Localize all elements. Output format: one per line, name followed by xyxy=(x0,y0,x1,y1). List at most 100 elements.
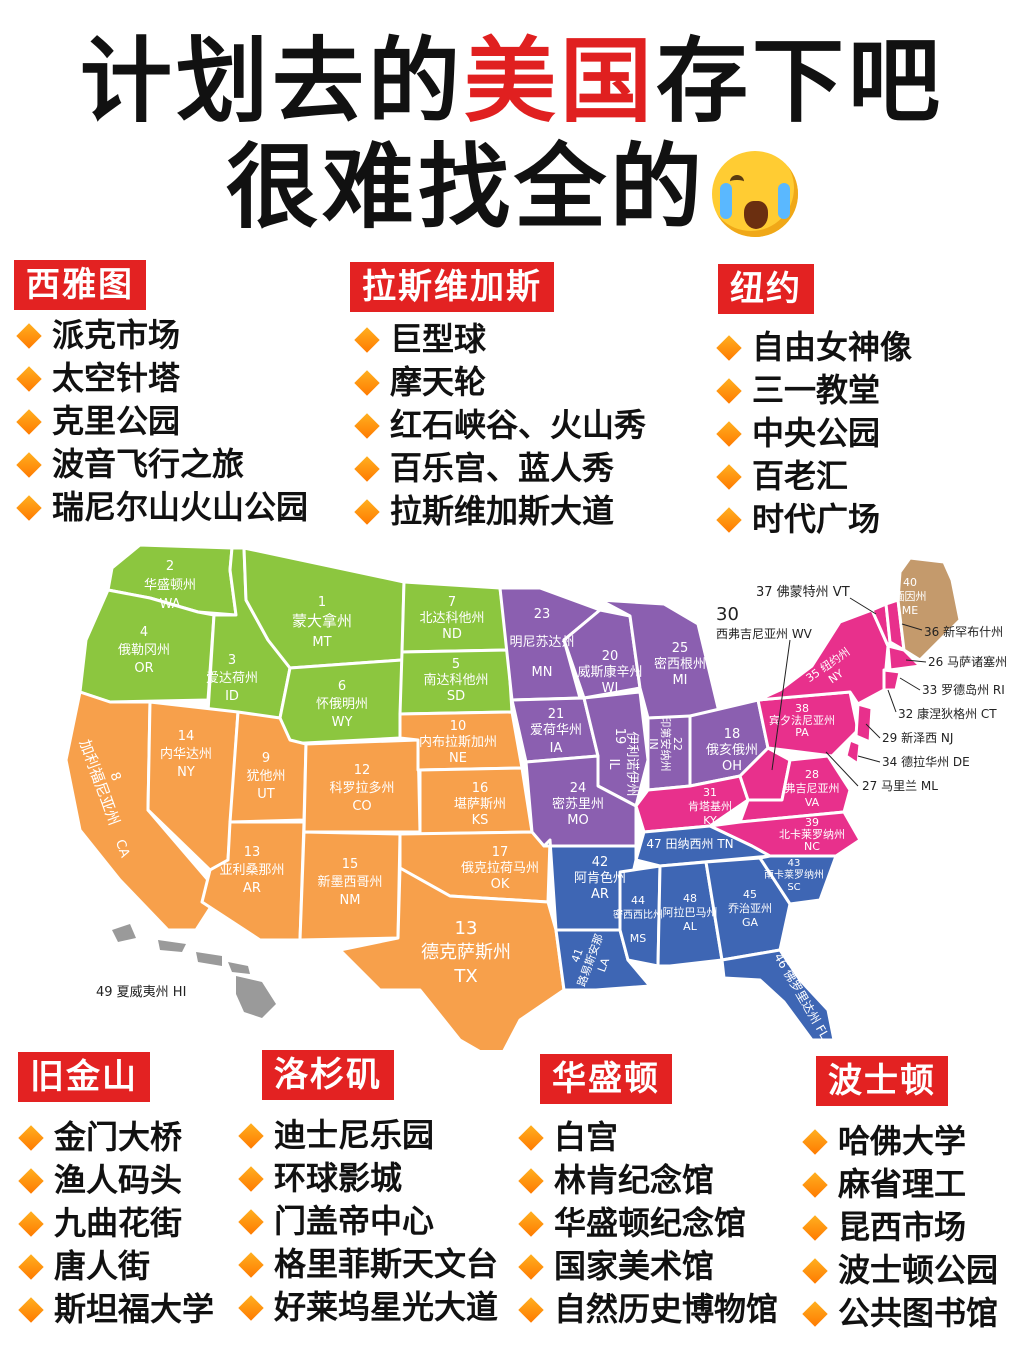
losangeles-badge: 洛杉矶 xyxy=(262,1050,394,1100)
label-abbr: CO xyxy=(352,799,371,814)
label-num: 23 xyxy=(534,607,551,622)
label-abbr: IA xyxy=(550,741,563,756)
label-num: 1 xyxy=(318,595,326,610)
diamond-bullet-icon xyxy=(354,326,380,353)
label-name: 内布拉斯加州 xyxy=(419,734,497,750)
state-ne xyxy=(398,710,524,772)
diamond-bullet-icon xyxy=(802,1257,828,1284)
state-tx xyxy=(338,866,566,1050)
state-me xyxy=(896,556,962,662)
label-num: 7 xyxy=(448,595,456,610)
list-item: 格里菲斯天文台 xyxy=(236,1243,498,1286)
label-abbr: ND xyxy=(442,627,462,642)
state-ga xyxy=(704,856,792,962)
label-abbr: PA xyxy=(795,726,809,739)
label-abbr: MO xyxy=(567,813,588,828)
diamond-bullet-icon xyxy=(716,506,742,533)
diamond-bullet-icon xyxy=(518,1253,544,1280)
label-abbr: UT xyxy=(257,787,275,802)
label-name: 肯塔基州 xyxy=(688,800,732,813)
diamond-bullet-icon xyxy=(238,1208,264,1235)
label-abbr: OR xyxy=(134,661,153,676)
label-num: 21 xyxy=(548,707,565,722)
state-sc xyxy=(758,854,838,906)
callout-hi: 49 夏威夷州 HI xyxy=(96,984,186,1000)
label-abbr: OK xyxy=(491,877,510,892)
list-item: 金门大桥 xyxy=(16,1116,214,1159)
hawaii-islands xyxy=(112,924,276,1018)
callout-wv: 西弗吉尼亚州 WV xyxy=(716,627,813,641)
list-item: 克里公园 xyxy=(14,400,308,443)
callout-nj: 29 新泽西 NJ xyxy=(882,730,953,745)
label-num: 20 xyxy=(602,649,619,664)
diamond-bullet-icon xyxy=(18,1296,44,1323)
label-num: 16 xyxy=(472,781,489,796)
state-de xyxy=(844,738,862,766)
state-nj xyxy=(854,702,874,744)
state-ma xyxy=(886,644,922,672)
callout-ri: 33 罗德岛州 RI xyxy=(922,682,1005,697)
list-item: 迪士尼乐园 xyxy=(236,1114,498,1157)
label-name: 德克萨斯州 xyxy=(421,942,511,963)
title-part-3: 存下吧 xyxy=(656,28,945,135)
diamond-bullet-icon xyxy=(238,1165,264,1192)
diamond-bullet-icon xyxy=(238,1122,264,1149)
label-num: 9 xyxy=(262,751,270,766)
label-name: 明尼苏达州 xyxy=(509,634,574,650)
diamond-bullet-icon xyxy=(716,334,742,361)
label-abbr: MS xyxy=(630,932,646,945)
callout-vt: 37 佛蒙特州 VT xyxy=(756,585,850,600)
label-abbr: NM xyxy=(340,893,361,908)
label-abbr: OH xyxy=(722,759,742,774)
label-num: 22 xyxy=(671,737,684,751)
label-abbr: AL xyxy=(683,920,698,933)
sanfrancisco-badge: 旧金山 xyxy=(18,1052,150,1102)
callout-de: 34 德拉华州 DE xyxy=(882,754,970,769)
losangeles-list: 迪士尼乐园 环球影城 门盖帝中心 格里菲斯天文台 好莱坞星光大道 xyxy=(236,1114,498,1329)
list-item: 好莱坞星光大道 xyxy=(236,1286,498,1329)
label-num: 12 xyxy=(354,763,371,778)
callout-ct: 32 康涅狄格州 CT xyxy=(898,706,997,721)
list-item: 林肯纪念馆 xyxy=(516,1159,778,1202)
label-num: 45 xyxy=(743,888,757,901)
label-name: 新墨西哥州 xyxy=(317,874,382,890)
label-abbr: FL xyxy=(813,1023,832,1042)
diamond-bullet-icon xyxy=(802,1214,828,1241)
label-abbr: NY xyxy=(177,765,195,780)
list-item: 瑞尼尔山火山公园 xyxy=(14,486,308,529)
label-abbr: KS xyxy=(472,813,489,828)
label-abbr: MI xyxy=(672,673,687,688)
page-title-line2: 很难找全的 xyxy=(0,138,1024,238)
label-num: 17 xyxy=(492,845,509,860)
label-name: 密苏里州 xyxy=(552,796,604,812)
label-num: 19 xyxy=(612,728,627,745)
list-item: 中央公园 xyxy=(714,412,912,455)
label-name: 犹他州 xyxy=(246,769,285,784)
callout-wv-num: 30 xyxy=(716,604,739,625)
label-num: 6 xyxy=(338,679,346,694)
label-abbr: IN xyxy=(647,738,660,749)
list-item: 唐人街 xyxy=(16,1245,214,1288)
label-num: 25 xyxy=(672,641,689,656)
diamond-bullet-icon xyxy=(16,451,42,478)
diamond-bullet-icon xyxy=(16,365,42,392)
diamond-bullet-icon xyxy=(18,1167,44,1194)
label-abbr: NC xyxy=(804,840,820,853)
diamond-bullet-icon xyxy=(716,463,742,490)
diamond-bullet-icon xyxy=(18,1124,44,1151)
diamond-bullet-icon xyxy=(716,420,742,447)
callout-nh: 36 新罕布什州 xyxy=(924,624,1003,639)
diamond-bullet-icon xyxy=(238,1251,264,1278)
label-num: 31 xyxy=(703,786,717,799)
label-name: 密西根州 xyxy=(654,656,706,672)
seattle-list: 派克市场 太空针塔 克里公园 波音飞行之旅 瑞尼尔山火山公园 xyxy=(14,314,308,529)
label-num: 2 xyxy=(166,559,174,574)
state-ct xyxy=(882,668,902,692)
list-item: 门盖帝中心 xyxy=(236,1200,498,1243)
label-name: 怀俄明州 xyxy=(316,697,368,712)
seattle-badge: 西雅图 xyxy=(14,260,146,310)
list-item: 摩天轮 xyxy=(352,361,646,404)
list-item: 三一教堂 xyxy=(714,369,912,412)
label-abbr: VA xyxy=(805,796,820,809)
label-num: 4 xyxy=(140,625,148,640)
